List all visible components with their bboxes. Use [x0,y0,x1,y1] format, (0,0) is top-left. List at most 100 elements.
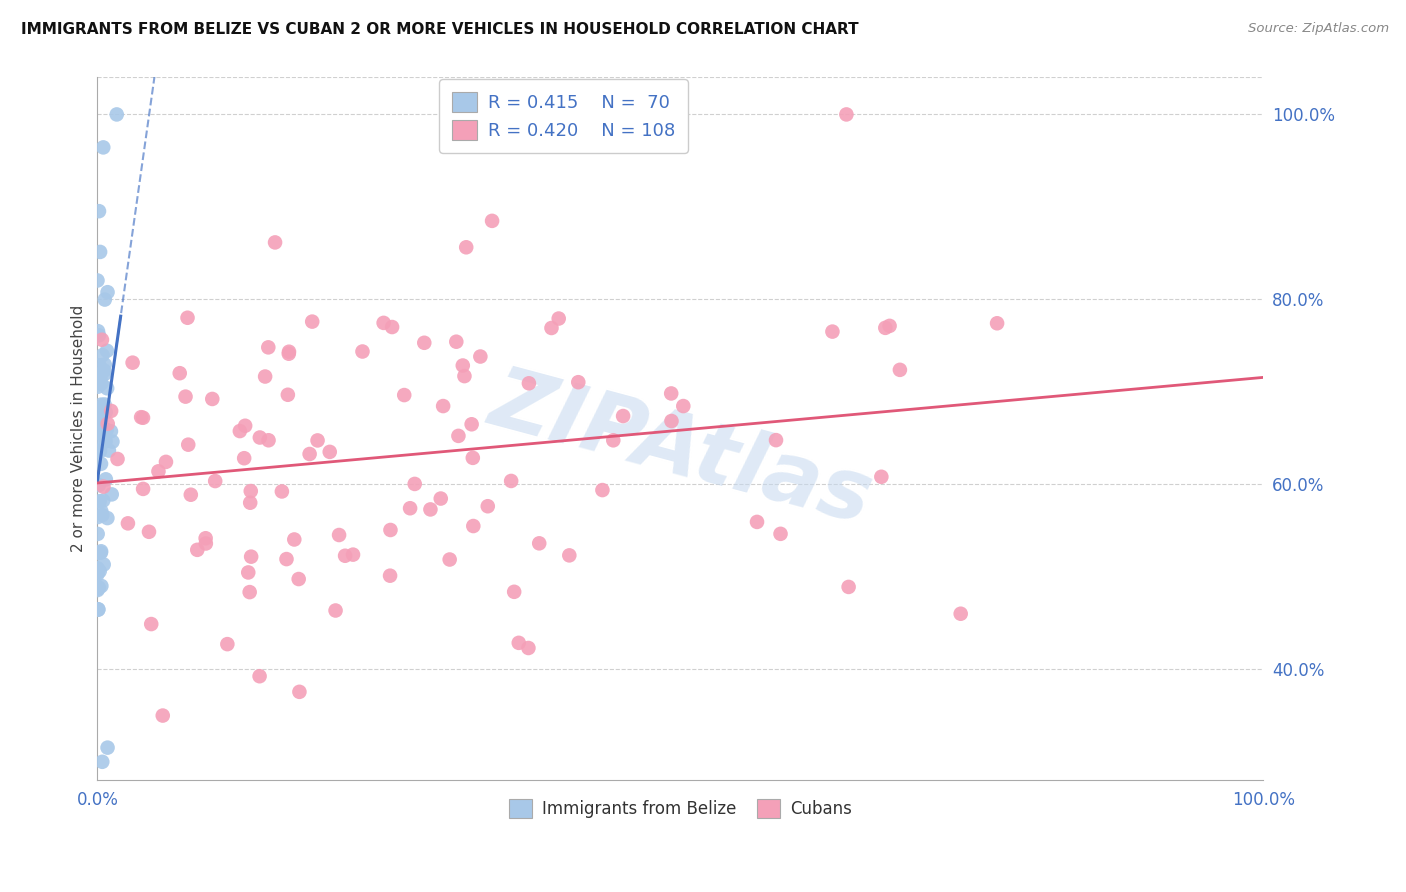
Point [89,444,111,458]
Point [87,324,110,338]
Point [451,359,474,373]
Point [986,316,1008,330]
Point [558,549,581,563]
Point [835,107,858,121]
Point [333,549,356,563]
Point [86,273,108,287]
Point [276,552,298,566]
Point [96,381,118,395]
Point [477,500,499,514]
Point [257,434,280,448]
Point [378,568,401,582]
Point [90,406,112,420]
Point [870,470,893,484]
Point [93,363,115,377]
Point [91,508,114,522]
Point [307,434,329,448]
Point [132,482,155,496]
Point [86,583,108,598]
Point [91,333,114,347]
Point [87,328,110,343]
Point [288,685,311,699]
Point [602,434,624,448]
Point [129,410,152,425]
Point [319,445,342,459]
Point [87,377,110,392]
Point [456,240,478,254]
Text: Source: ZipAtlas.com: Source: ZipAtlas.com [1249,22,1389,36]
Point [501,474,523,488]
Point [432,399,454,413]
Point [86,527,108,541]
Point [460,417,482,432]
Point [94,358,117,372]
Point [89,244,111,259]
Point [373,316,395,330]
Point [93,397,115,411]
Point [328,528,350,542]
Point [132,410,155,425]
Point [141,617,163,632]
Point [481,214,503,228]
Point [413,335,436,350]
Point [233,451,256,466]
Point [517,376,540,391]
Point [217,637,239,651]
Point [517,640,540,655]
Point [94,434,117,449]
Point [138,524,160,539]
Point [86,567,108,582]
Point [949,607,972,621]
Point [91,140,114,154]
Point [229,424,252,438]
Point [89,564,111,578]
Y-axis label: 2 or more Vehicles in Household: 2 or more Vehicles in Household [72,305,86,552]
Point [93,480,115,494]
Point [270,484,292,499]
Point [769,526,792,541]
Text: IMMIGRANTS FROM BELIZE VS CUBAN 2 OR MORE VEHICLES IN HOUSEHOLD CORRELATION CHAR: IMMIGRANTS FROM BELIZE VS CUBAN 2 OR MOR… [21,22,859,37]
Point [176,310,198,325]
Point [194,536,217,550]
Point [87,204,110,219]
Point [612,409,634,423]
Point [87,510,110,524]
Point [283,533,305,547]
Point [342,548,364,562]
Point [278,344,301,359]
Point [180,488,202,502]
Point [87,368,110,382]
Point [174,390,197,404]
Point [91,399,114,413]
Point [325,603,347,617]
Point [298,447,321,461]
Point [96,285,118,300]
Point [249,669,271,683]
Point [277,388,299,402]
Point [91,493,114,508]
Point [91,406,114,420]
Point [239,585,262,599]
Point [91,755,114,769]
Point [90,398,112,412]
Point [169,366,191,380]
Point [239,496,262,510]
Point [90,403,112,417]
Point [86,443,108,458]
Point [155,455,177,469]
Point [381,320,404,334]
Point [659,386,682,401]
Point [503,584,526,599]
Point [201,392,224,406]
Point [105,107,128,121]
Point [91,348,114,362]
Point [233,418,256,433]
Point [97,417,120,431]
Point [287,572,309,586]
Point [87,603,110,617]
Point [152,708,174,723]
Point [94,293,117,307]
Legend: Immigrants from Belize, Cubans: Immigrants from Belize, Cubans [502,793,859,825]
Point [94,405,117,419]
Point [194,531,217,545]
